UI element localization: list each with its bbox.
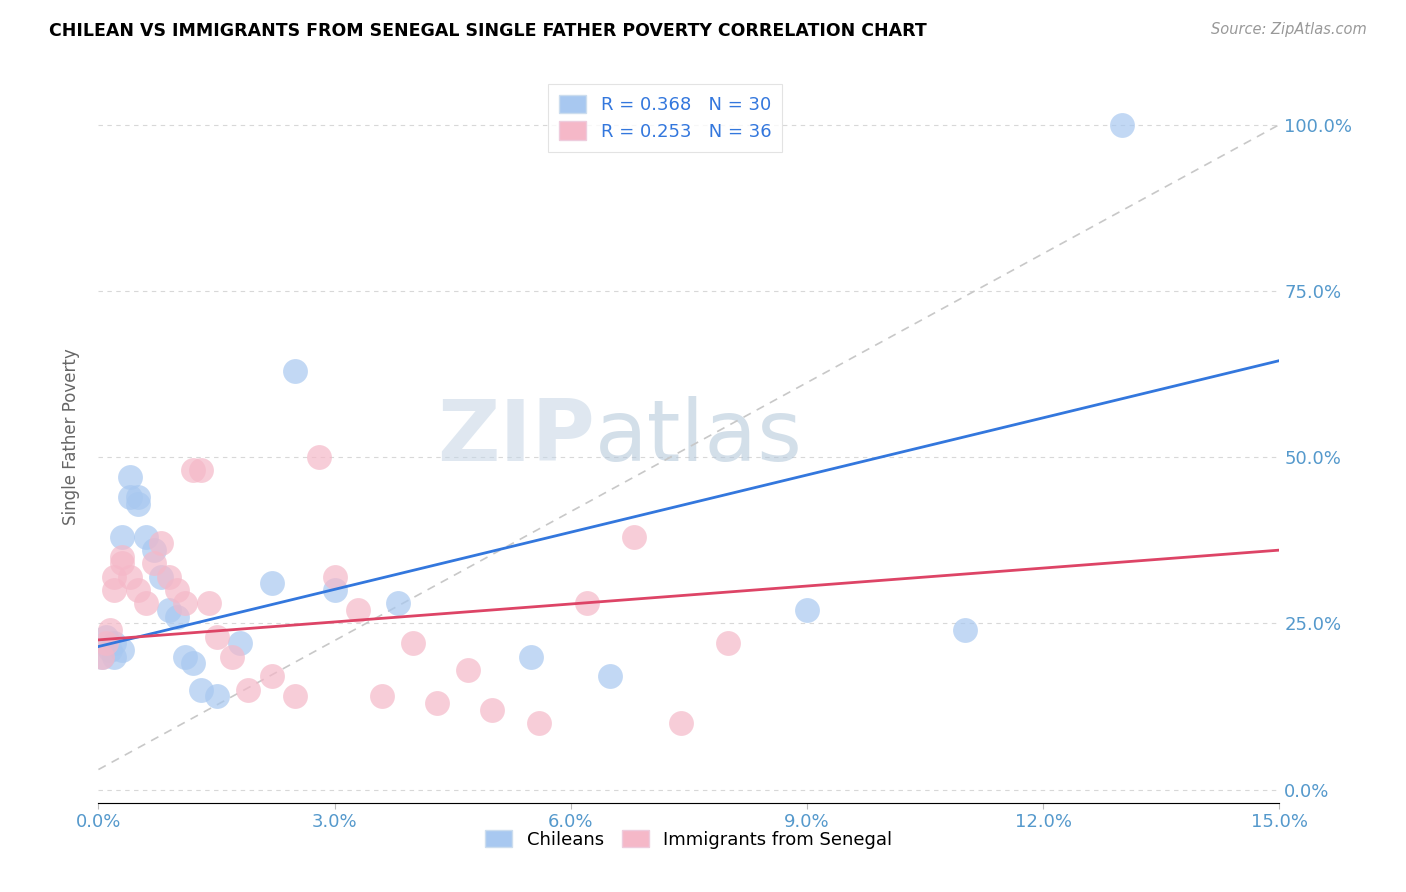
Text: ZIP: ZIP — [437, 395, 595, 479]
Point — [323, 570, 346, 584]
Point — [150, 570, 173, 584]
Text: atlas: atlas — [595, 395, 803, 479]
Point — [190, 682, 212, 697]
Point — [142, 543, 165, 558]
Point — [118, 490, 141, 504]
Point — [402, 636, 425, 650]
Point — [103, 636, 125, 650]
Point — [118, 570, 141, 584]
Point — [127, 490, 149, 504]
Point — [426, 696, 449, 710]
Point — [387, 596, 409, 610]
Point — [520, 649, 543, 664]
Point — [260, 669, 283, 683]
Point — [103, 582, 125, 597]
Point — [174, 649, 197, 664]
Point — [135, 596, 157, 610]
Point — [174, 596, 197, 610]
Point — [111, 530, 134, 544]
Point — [96, 630, 118, 644]
Point — [96, 636, 118, 650]
Point — [98, 623, 121, 637]
Point — [323, 582, 346, 597]
Point — [118, 470, 141, 484]
Point — [190, 463, 212, 477]
Point — [221, 649, 243, 664]
Point — [91, 649, 114, 664]
Point — [284, 690, 307, 704]
Point — [135, 530, 157, 544]
Point — [142, 557, 165, 571]
Point — [181, 656, 204, 670]
Point — [111, 643, 134, 657]
Text: CHILEAN VS IMMIGRANTS FROM SENEGAL SINGLE FATHER POVERTY CORRELATION CHART: CHILEAN VS IMMIGRANTS FROM SENEGAL SINGL… — [49, 22, 927, 40]
Point — [166, 609, 188, 624]
Point — [347, 603, 370, 617]
Point — [717, 636, 740, 650]
Point — [166, 582, 188, 597]
Point — [157, 603, 180, 617]
Point — [260, 576, 283, 591]
Point — [205, 630, 228, 644]
Point — [103, 649, 125, 664]
Point — [111, 549, 134, 564]
Point — [229, 636, 252, 650]
Point — [205, 690, 228, 704]
Text: Source: ZipAtlas.com: Source: ZipAtlas.com — [1211, 22, 1367, 37]
Point — [308, 450, 330, 464]
Point — [103, 570, 125, 584]
Point — [1111, 118, 1133, 132]
Point — [599, 669, 621, 683]
Point — [127, 582, 149, 597]
Y-axis label: Single Father Poverty: Single Father Poverty — [62, 349, 80, 525]
Point — [284, 363, 307, 377]
Point — [127, 497, 149, 511]
Point — [481, 703, 503, 717]
Point — [669, 716, 692, 731]
Point — [623, 530, 645, 544]
Point — [98, 643, 121, 657]
Point — [111, 557, 134, 571]
Point — [150, 536, 173, 550]
Point — [236, 682, 259, 697]
Point — [181, 463, 204, 477]
Point — [197, 596, 219, 610]
Point — [457, 663, 479, 677]
Point — [157, 570, 180, 584]
Point — [91, 649, 114, 664]
Point — [953, 623, 976, 637]
Point — [575, 596, 598, 610]
Point — [796, 603, 818, 617]
Point — [371, 690, 394, 704]
Legend: Chileans, Immigrants from Senegal: Chileans, Immigrants from Senegal — [478, 822, 900, 856]
Point — [529, 716, 551, 731]
